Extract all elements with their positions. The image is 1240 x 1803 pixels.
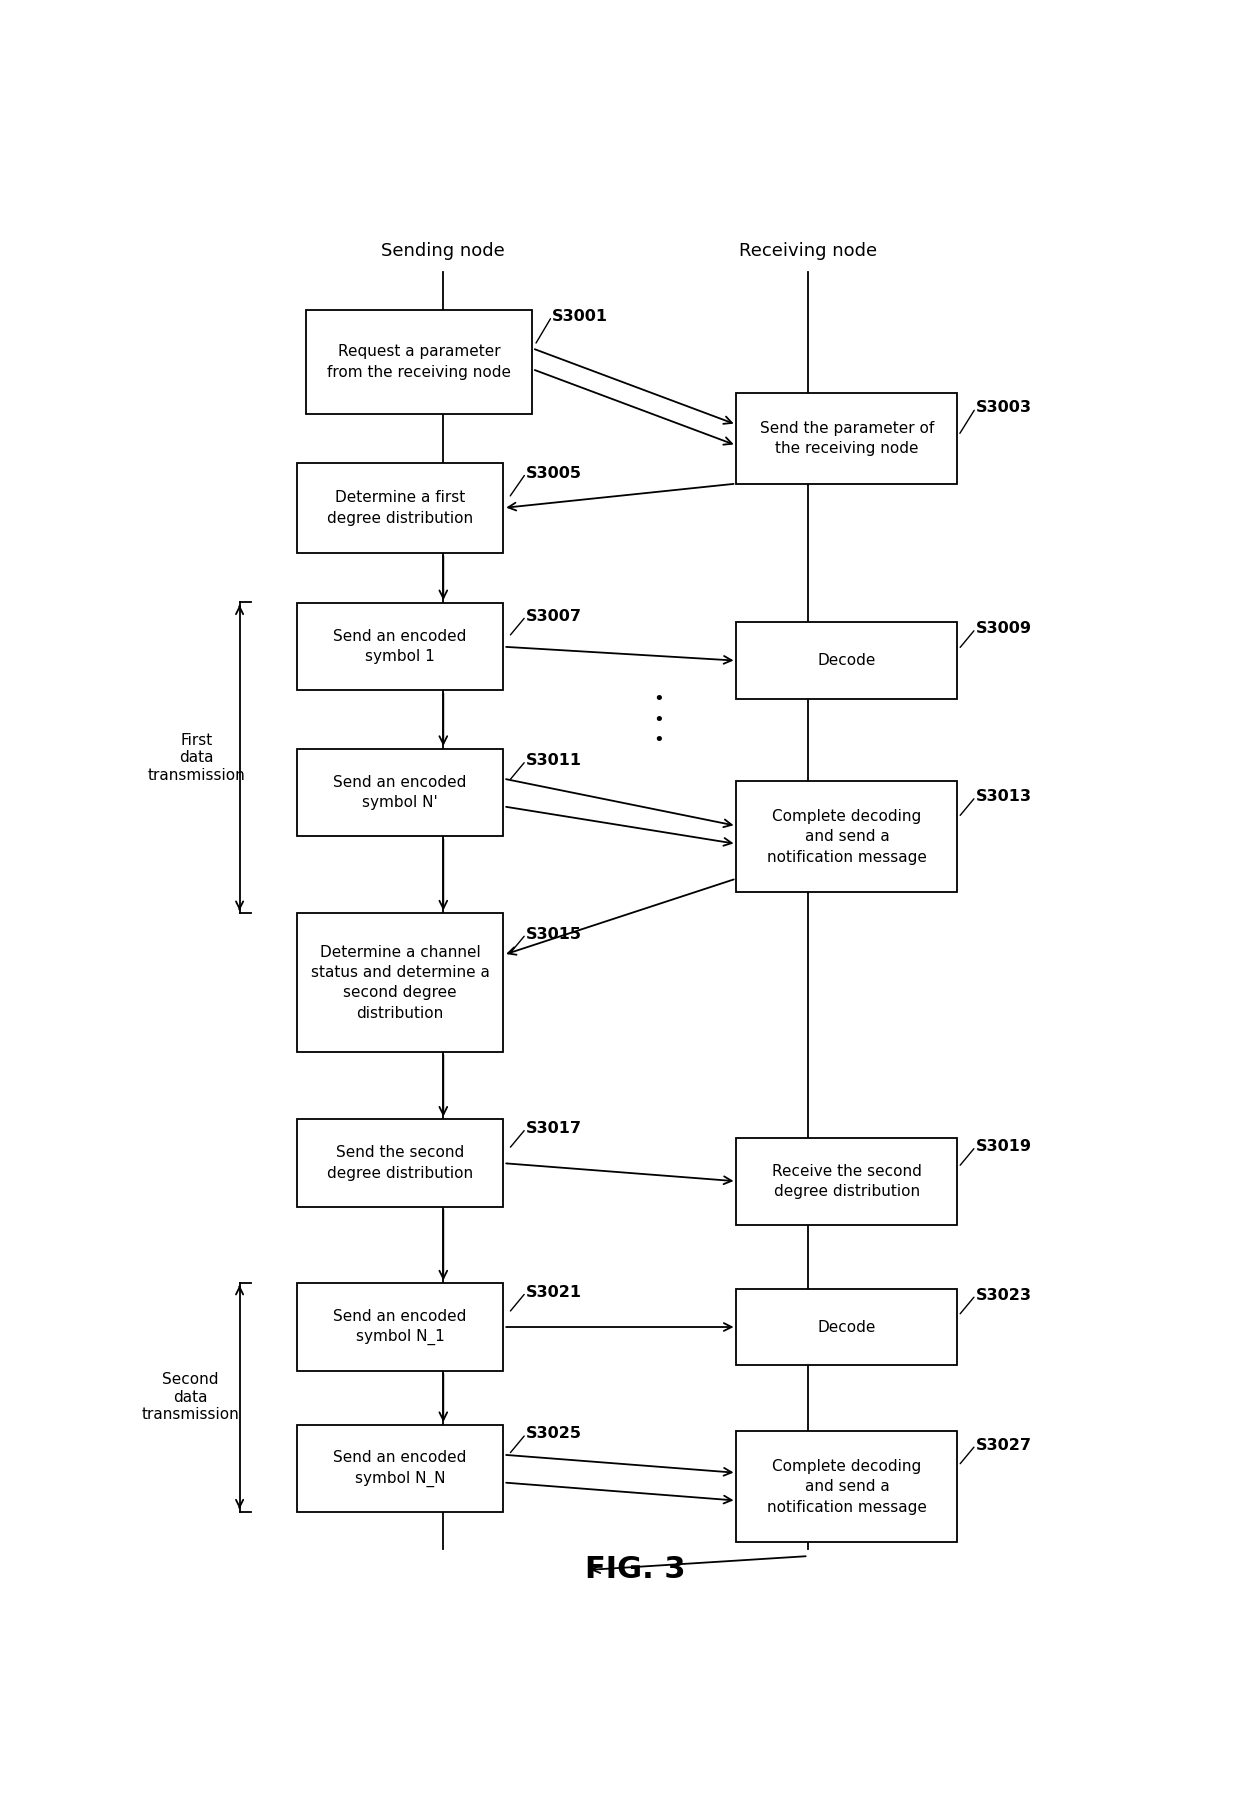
Text: Decode: Decode [817,1320,877,1334]
Text: Receiving node: Receiving node [739,242,878,260]
Text: S3011: S3011 [526,754,582,768]
Text: S3003: S3003 [976,400,1032,415]
Text: •: • [653,691,663,709]
FancyBboxPatch shape [737,393,957,483]
FancyBboxPatch shape [296,914,503,1053]
Text: •: • [653,710,663,728]
Text: Complete decoding
and send a
notification message: Complete decoding and send a notificatio… [768,1459,926,1515]
FancyBboxPatch shape [737,622,957,700]
Text: Decode: Decode [817,653,877,669]
FancyBboxPatch shape [296,1120,503,1206]
Text: Send the second
degree distribution: Send the second degree distribution [327,1145,474,1181]
Text: S3021: S3021 [526,1286,582,1300]
Text: Send the parameter of
the receiving node: Send the parameter of the receiving node [760,420,934,456]
Text: S3013: S3013 [976,790,1032,804]
Text: S3025: S3025 [526,1426,582,1441]
FancyBboxPatch shape [296,602,503,691]
Text: Send an encoded
symbol N_N: Send an encoded symbol N_N [334,1450,466,1487]
FancyBboxPatch shape [737,1138,957,1224]
Text: S3015: S3015 [526,927,582,941]
Text: First
data
transmission: First data transmission [148,732,246,783]
Text: Send an encoded
symbol N_1: Send an encoded symbol N_1 [334,1309,466,1345]
FancyBboxPatch shape [296,1424,503,1513]
FancyBboxPatch shape [296,1284,503,1370]
Text: S3005: S3005 [526,465,582,481]
Text: S3027: S3027 [976,1437,1032,1453]
Text: Complete decoding
and send a
notification message: Complete decoding and send a notificatio… [768,810,926,865]
FancyBboxPatch shape [306,310,532,415]
Text: S3017: S3017 [526,1121,582,1136]
Text: S3007: S3007 [526,609,582,624]
Text: S3023: S3023 [976,1287,1032,1302]
Text: Request a parameter
from the receiving node: Request a parameter from the receiving n… [327,344,511,380]
FancyBboxPatch shape [737,1289,957,1365]
Text: S3019: S3019 [976,1139,1032,1154]
Text: S3009: S3009 [976,622,1032,636]
Text: Determine a first
degree distribution: Determine a first degree distribution [327,490,474,526]
FancyBboxPatch shape [737,1432,957,1542]
Text: Send an encoded
symbol N': Send an encoded symbol N' [334,775,466,810]
FancyBboxPatch shape [296,748,503,837]
FancyBboxPatch shape [737,781,957,892]
FancyBboxPatch shape [296,463,503,554]
Text: Sending node: Sending node [382,242,505,260]
Text: Receive the second
degree distribution: Receive the second degree distribution [773,1163,921,1199]
Text: Send an encoded
symbol 1: Send an encoded symbol 1 [334,629,466,665]
Text: S3001: S3001 [552,308,608,325]
Text: •: • [653,732,663,750]
Text: FIG. 3: FIG. 3 [585,1556,686,1585]
Text: Second
data
transmission: Second data transmission [141,1372,239,1423]
Text: Determine a channel
status and determine a
second degree
distribution: Determine a channel status and determine… [310,945,490,1020]
